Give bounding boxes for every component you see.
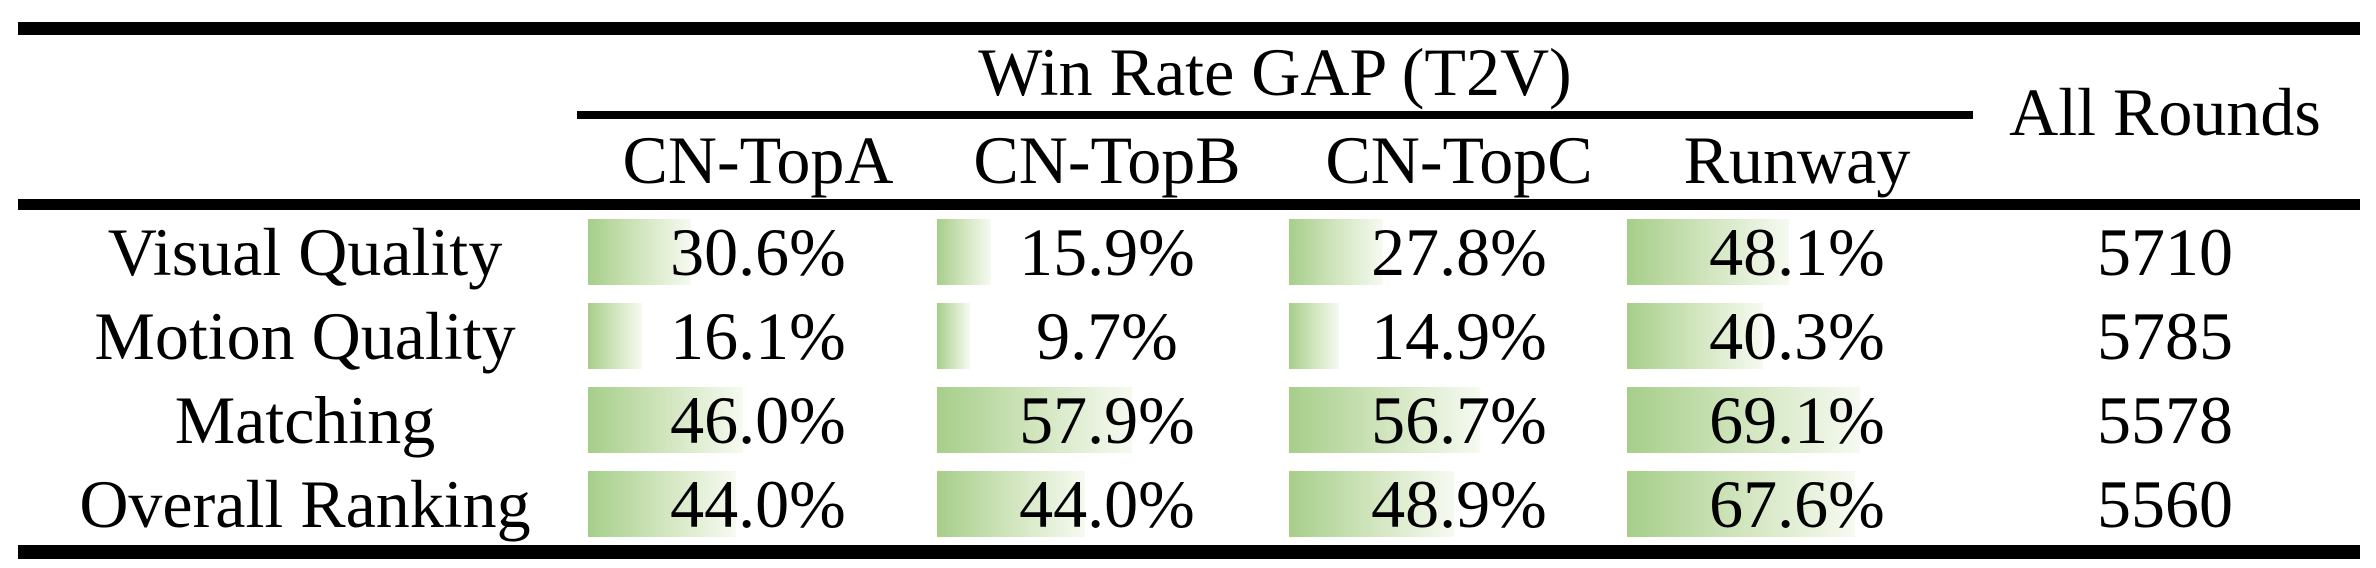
- win-rate-bar: [588, 471, 736, 537]
- win-rate-value: 14.9%: [1371, 298, 1547, 374]
- all-rounds-header: All Rounds: [2009, 74, 2321, 150]
- row-label-matching: Matching: [174, 382, 436, 458]
- win-rate-value: 69.1%: [1709, 382, 1885, 458]
- row-label-overall-ranking: Overall Ranking: [79, 466, 531, 542]
- win-rate-bar: [1289, 303, 1339, 369]
- win-rate-value: 16.1%: [670, 298, 846, 374]
- win-rate-bar: [1627, 387, 1860, 453]
- table-bottom-rule: [18, 545, 2360, 559]
- win-rate-value: 46.0%: [670, 382, 846, 458]
- column-header-cn-topc: CN-TopC: [1325, 122, 1593, 198]
- win-rate-bar: [1289, 219, 1383, 285]
- win-rate-value: 40.3%: [1709, 298, 1885, 374]
- win-rate-bar: [588, 303, 642, 369]
- win-rate-value: 27.8%: [1371, 214, 1547, 290]
- table-top-rule: [18, 22, 2360, 35]
- all-rounds-value: 5578: [2097, 382, 2233, 458]
- win-rate-value: 15.9%: [1019, 214, 1195, 290]
- win-rate-bar: [937, 219, 991, 285]
- win-rate-value: 30.6%: [670, 214, 846, 290]
- row-label-visual-quality: Visual Quality: [107, 214, 503, 290]
- group-header-underline: [577, 111, 1973, 119]
- win-rate-value: 44.0%: [1019, 466, 1195, 542]
- win-rate-bar: [937, 303, 970, 369]
- win-rate-bar: [1627, 303, 1763, 369]
- win-rate-bar: [1627, 219, 1789, 285]
- win-rate-bar: [1289, 387, 1480, 453]
- win-rate-value: 57.9%: [1019, 382, 1195, 458]
- column-header-runway: Runway: [1683, 122, 1911, 198]
- win-rate-value: 48.1%: [1709, 214, 1885, 290]
- win-rate-value: 67.6%: [1709, 466, 1885, 542]
- all-rounds-value: 5560: [2097, 466, 2233, 542]
- header-bottom-rule: [18, 199, 2360, 210]
- all-rounds-value: 5785: [2097, 298, 2233, 374]
- win-rate-bar: [937, 387, 1132, 453]
- column-header-cn-topa: CN-TopA: [622, 122, 894, 198]
- win-rate-bar: [1289, 471, 1454, 537]
- win-rate-value: 44.0%: [670, 466, 846, 542]
- win-rate-value: 9.7%: [1036, 298, 1178, 374]
- all-rounds-value: 5710: [2097, 214, 2233, 290]
- win-rate-bar: [588, 387, 743, 453]
- win-rate-bar: [588, 219, 691, 285]
- row-label-motion-quality: Motion Quality: [94, 298, 516, 374]
- group-title: Win Rate GAP (T2V): [978, 34, 1572, 110]
- win-rate-value: 56.7%: [1371, 382, 1547, 458]
- win-rate-bar: [937, 471, 1085, 537]
- column-header-cn-topb: CN-TopB: [973, 122, 1241, 198]
- win-rate-bar: [1627, 471, 1855, 537]
- win-rate-value: 48.9%: [1371, 466, 1547, 542]
